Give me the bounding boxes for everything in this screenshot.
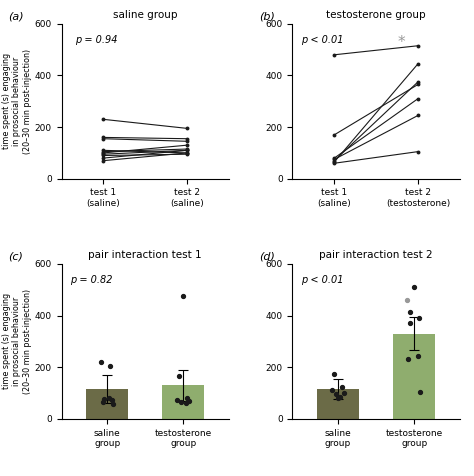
Title: pair interaction test 2: pair interaction test 2	[319, 250, 433, 260]
Text: (a): (a)	[8, 11, 24, 21]
Title: testosterone group: testosterone group	[326, 10, 426, 20]
Text: (b): (b)	[259, 11, 275, 21]
Bar	[163, 385, 204, 419]
Title: saline group: saline group	[113, 10, 178, 20]
Text: (d): (d)	[259, 251, 275, 261]
Title: pair interaction test 1: pair interaction test 1	[89, 250, 202, 260]
Y-axis label: time spent (s) engaging
in prosocial behaviour
(20–30 min post-injection): time spent (s) engaging in prosocial beh…	[2, 49, 32, 154]
Text: (c): (c)	[8, 251, 23, 261]
Bar	[393, 334, 435, 419]
Text: p < 0.01: p < 0.01	[301, 35, 343, 45]
Text: p < 0.01: p < 0.01	[301, 275, 343, 285]
Text: p = 0.82: p = 0.82	[70, 275, 112, 285]
Y-axis label: time spent (s) engaging
in prosocial behaviour
(20–30 min post-injection): time spent (s) engaging in prosocial beh…	[2, 289, 32, 394]
Bar	[317, 389, 359, 419]
Text: p = 0.94: p = 0.94	[75, 35, 118, 45]
Bar	[86, 389, 128, 419]
Text: *: *	[398, 35, 405, 50]
